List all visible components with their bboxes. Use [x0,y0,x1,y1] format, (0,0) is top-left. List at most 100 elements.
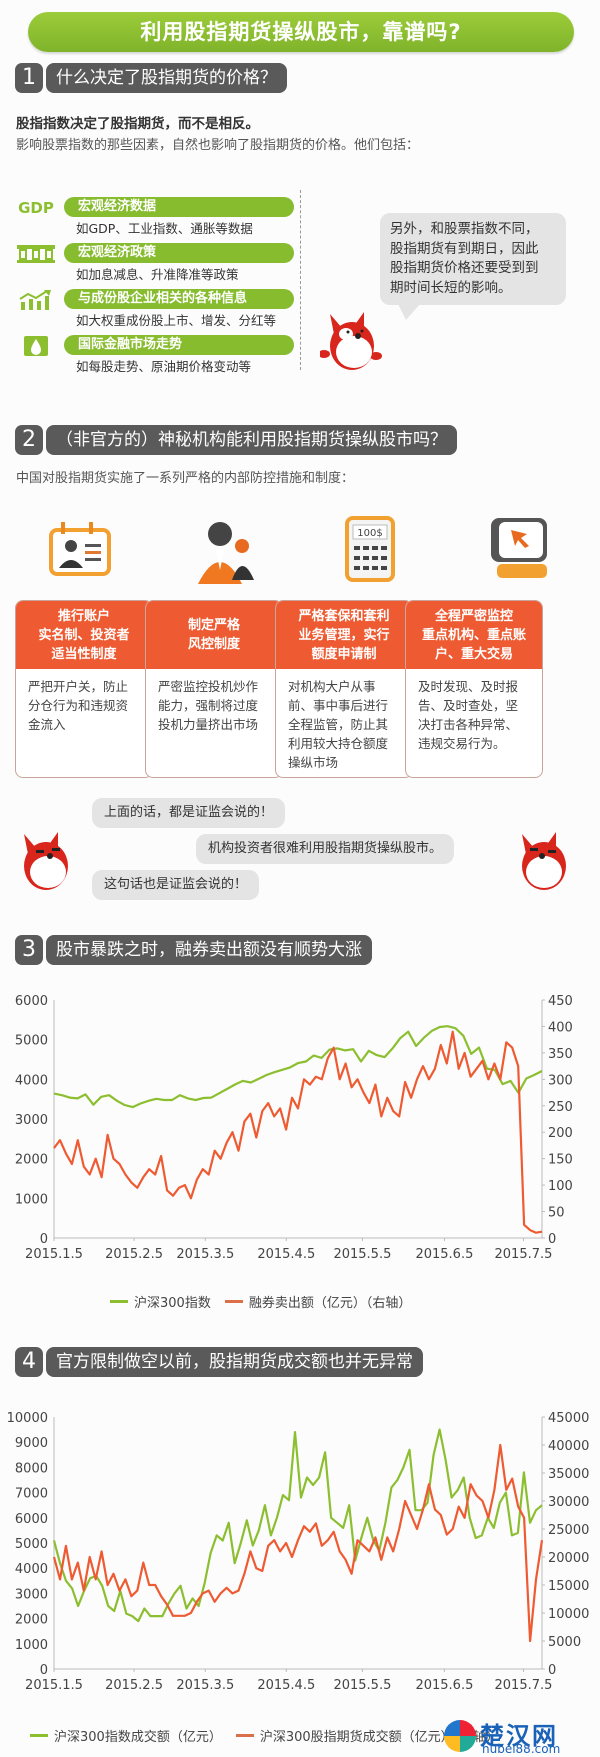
factor-item: 国际金融市场走势 如每股走势、原油期价格变动等 [14,335,294,379]
factor-item: 与成份股企业相关的各种信息 如大权重成份股上市、增发、分红等 [14,289,294,333]
svg-text:1000: 1000 [15,1192,48,1207]
globe-logo-icon [444,1720,476,1752]
card-head-line: 额度申请制 [311,646,377,662]
legend-swatch-green [30,1734,48,1737]
section-number: 4 [15,1347,43,1377]
svg-text:2015.2.5: 2015.2.5 [105,1678,163,1693]
svg-text:9000: 9000 [15,1436,48,1451]
svg-text:2015.3.5: 2015.3.5 [176,1678,234,1693]
card-head-line: 户、重大交易 [434,646,513,662]
svg-text:3000: 3000 [15,1587,48,1602]
dialog-bubble: 上面的话，都是证监会说的！ [92,798,286,828]
svg-text:150: 150 [548,1153,573,1168]
factor-desc: 如大权重成份股上市、增发、分红等 [76,313,277,328]
svg-text:5000: 5000 [15,1034,48,1049]
id-card-icon [49,522,111,576]
watermark-url: hubei88.com [482,1742,561,1756]
svg-text:0: 0 [548,1663,556,1678]
svg-text:450: 450 [548,994,573,1009]
svg-text:2015.1.5: 2015.1.5 [25,1247,83,1262]
section-3-header: 3 股市暴跌之时，融券卖出额没有顺势大涨 [15,935,372,965]
svg-text:6000: 6000 [15,1512,48,1527]
svg-text:2015.6.5: 2015.6.5 [415,1247,473,1262]
legend-swatch-orange [224,1300,243,1303]
svg-text:10000: 10000 [548,1607,589,1622]
svg-text:20000: 20000 [548,1551,589,1566]
card-body: 严把开户关，防止分仓行为和违规资金流入 [28,679,129,732]
svg-text:6000: 6000 [15,994,48,1009]
svg-text:2015.4.5: 2015.4.5 [257,1678,315,1693]
bubble-line: 股指期货价格还要受到到 [390,260,539,276]
factor-desc: 如每股走势、原油期价格变动等 [76,359,252,374]
dialog-bubble: 这句话也是证监会说的！ [92,870,260,900]
svg-text:1000: 1000 [15,1638,48,1653]
svg-text:400: 400 [548,1020,573,1035]
svg-text:35000: 35000 [548,1467,589,1482]
card-head-line: 重点机构、重点账 [421,627,526,643]
svg-text:2015.5.5: 2015.5.5 [333,1678,391,1693]
legend-label: 沪深300指数成交额（亿元） [54,1730,222,1745]
gdp-icon: GDP [18,199,54,217]
card-header: 严格套保和套利 业务管理，实行 额度申请制 [276,601,412,669]
measure-card: 推行账户 实名制、投资者 适当性制度 严把开户关，防止分仓行为和违规资金流入 [15,600,153,778]
dialog-bubble: 机构投资者很难利用股指期货操纵股市。 [196,834,455,864]
legend-label: 沪深300股指期货成交额（亿元）（右轴） [259,1730,500,1745]
svg-text:40000: 40000 [548,1439,589,1454]
watermark-title: 楚汉网 [480,1722,558,1750]
chart-2: 0 1000 2000 3000 4000 5000 6000 7000 8000 9000 100… [0,1405,600,1705]
card-header: 全程严密监控 重点机构、重点账 户、重大交易 [406,601,542,669]
legend-swatch-green [110,1300,128,1303]
card-body: 严密监控投机炒作能力，强制将过度投机力量挤出市场 [158,679,259,732]
calculator-icon: 100$ [345,516,395,582]
card-head-line: 全程严密监控 [434,608,513,624]
bubble-tail [398,304,420,320]
svg-text:4000: 4000 [15,1562,48,1577]
factor-title: 国际金融市场走势 [64,335,294,355]
svg-text:7000: 7000 [15,1487,48,1502]
bank-icon [14,243,58,265]
chart-2-legend: 沪深300指数成交额（亿元） 沪深300股指期货成交额（亿元）（右轴） [16,1726,499,1745]
section-title: 官方限制做空以前，股指期货成交额也并无异常 [46,1347,423,1377]
svg-text:45000: 45000 [548,1411,589,1426]
measure-card: 制定严格风控制度 严密监控投机炒作能力，强制将过度投机力量挤出市场 [145,600,283,778]
svg-text:8000: 8000 [15,1461,48,1476]
svg-text:100: 100 [548,1179,573,1194]
chart-1-legend: 沪深300指数 融券卖出额（亿元）（右轴） [96,1292,411,1311]
vertical-divider [300,190,301,370]
factor-title: 与成份股企业相关的各种信息 [64,289,294,309]
svg-text:2015.1.5: 2015.1.5 [25,1678,83,1693]
svg-text:2015.7.5: 2015.7.5 [495,1247,553,1262]
svg-text:350: 350 [548,1047,573,1062]
lead-bold-text: 股指指数决定了股指期货，而不是相反。 [16,116,259,132]
svg-text:0: 0 [548,1232,556,1247]
svg-text:100$: 100$ [357,528,382,539]
section-number: 2 [15,425,43,455]
bubble-line: 另外，和股票指数不同， [390,221,539,237]
svg-text:2015.5.5: 2015.5.5 [333,1247,391,1262]
factor-item: 宏观经济政策 如加息减息、升准降准等政策 [14,243,294,287]
watermark-logo: 楚汉网 hubei88.com [440,1716,600,1756]
svg-text:2015.6.5: 2015.6.5 [415,1678,473,1693]
svg-text:5000: 5000 [548,1635,581,1650]
svg-text:2000: 2000 [15,1153,48,1168]
card-head-line: 适当性制度 [51,646,117,662]
card-head-line: 风控制度 [187,637,240,652]
speech-bubble: 另外，和股票指数不同， 股指期货有到期日，因此 股指期货价格还要受到到 期时间长… [380,213,566,305]
card-body: 及时发现、及时报告、及时查处，坚决打击各种异常、违规交易行为。 [418,679,519,751]
card-head-line: 制定严格 [187,618,240,633]
factor-title: 宏观经济数据 [64,197,294,217]
svg-text:5000: 5000 [15,1537,48,1552]
legend-label: 融券卖出额（亿元）（右轴） [248,1296,412,1311]
card-header: 制定严格 风控制度 [146,601,282,669]
monitor-cursor-icon [491,518,547,578]
section-title: 股市暴跌之时，融券卖出额没有顺势大涨 [46,935,372,965]
legend-swatch-orange [235,1734,254,1737]
legend-label: 沪深300指数 [134,1296,211,1311]
growth-chart-icon [14,289,58,311]
svg-text:0: 0 [40,1232,48,1247]
svg-text:300: 300 [548,1073,573,1088]
fox-mascot-icon [320,312,382,370]
svg-text:2015.3.5: 2015.3.5 [176,1247,234,1262]
factor-desc: 如加息减息、升准降准等政策 [76,267,239,282]
svg-text:50: 50 [548,1206,565,1221]
